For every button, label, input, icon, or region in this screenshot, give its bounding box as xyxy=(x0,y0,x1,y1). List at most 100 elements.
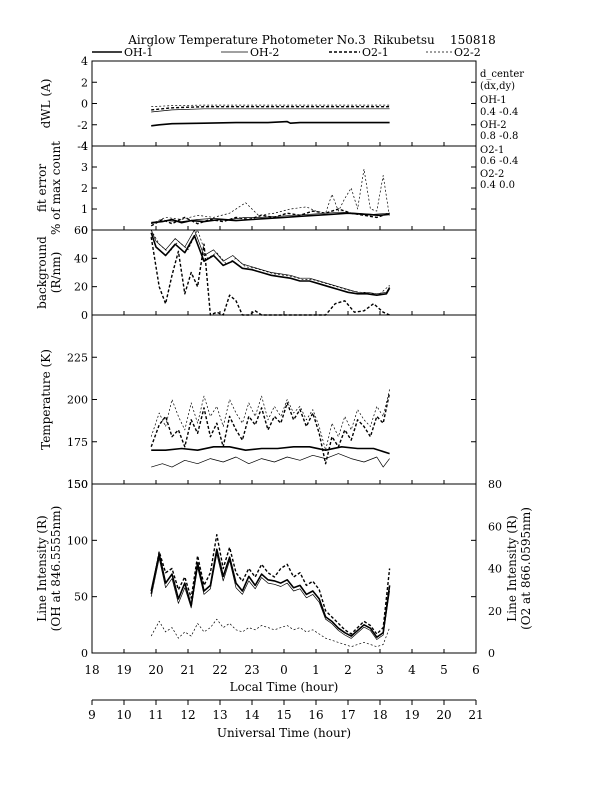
legend-label-o2-2: O2-2 xyxy=(454,46,481,59)
x-tick-label-ut: 9 xyxy=(88,708,96,722)
y-tick-label-temp: 150 xyxy=(67,478,88,491)
legend-label-o2-1: O2-1 xyxy=(362,46,389,59)
series-temp-oh-1 xyxy=(151,445,390,455)
universal-time-axis: 9 10 11 12 13 14 15 16 17 18 19 20 21 Universal Time … xyxy=(88,699,484,740)
panel-dwl: 4 2 0 -2 -4 dWL (A) xyxy=(39,55,477,153)
side-note-6: 0.8 -0.8 xyxy=(480,131,518,142)
y-axis-label-int: (OH at 846.5555nm) xyxy=(49,506,63,632)
series-bg-o2-1 xyxy=(150,236,390,316)
x-axis-label-local: Local Time (hour) xyxy=(230,680,339,694)
y-axis-label-right-int: Line Intensity (R) xyxy=(505,515,519,621)
y-axis-label-right-int: (O2 at 866.0595nm) xyxy=(519,507,533,630)
series-int-oh-2 xyxy=(150,553,390,640)
x-tick-label-local: 5 xyxy=(440,663,448,677)
series-temp-oh-2 xyxy=(151,453,390,468)
y-tick-label-dwl: -4 xyxy=(77,140,88,153)
legend: OH-1 OH-2 O2-1 O2-2 xyxy=(92,46,481,59)
y-tick-label-temp: 225 xyxy=(67,351,88,364)
x-tick-label-ut: 21 xyxy=(468,708,483,722)
y-tick-label-fit: 0 xyxy=(81,224,88,237)
y-tick-label-int: 150 xyxy=(67,478,88,491)
y-tick-label-dwl: 4 xyxy=(81,55,88,68)
panel-bg: 60 40 20 0 background (R/nm) xyxy=(35,224,477,322)
y-tick-label-right-int: 40 xyxy=(488,563,502,576)
y-tick-label-right-int: 0 xyxy=(488,647,495,660)
y-tick-label-fit: 1 xyxy=(81,203,88,216)
y-tick-label-bg: 40 xyxy=(74,252,88,265)
series-temp-o2-1 xyxy=(150,392,391,465)
y-tick-label-right-int: 60 xyxy=(488,520,502,533)
y-tick-label-right-int: 80 xyxy=(488,478,502,491)
y-tick-label-int: 50 xyxy=(74,591,88,604)
legend-label-oh-1: OH-1 xyxy=(124,46,153,59)
series-bg-oh-2 xyxy=(150,229,390,295)
x-tick-label-ut: 10 xyxy=(116,708,131,722)
series-dwl-oh-1 xyxy=(151,120,390,127)
y-tick-label-bg: 0 xyxy=(81,309,88,322)
y-tick-label-bg: 20 xyxy=(74,281,88,294)
y-tick-label-dwl: 0 xyxy=(81,98,88,111)
side-note-7: O2-1 xyxy=(480,145,504,156)
x-tick-label-ut: 14 xyxy=(244,708,260,722)
series-dwl-o2-1 xyxy=(151,105,390,111)
x-tick-label-ut: 20 xyxy=(436,708,451,722)
x-tick-label-ut: 18 xyxy=(372,708,387,722)
side-note-2: (dx,dy) xyxy=(480,81,515,92)
x-tick-label-local: 21 xyxy=(180,663,195,677)
panel-fit: 4 3 2 1 0 fit error% of max count xyxy=(35,140,477,237)
side-note-9: O2-2 xyxy=(480,169,504,180)
y-tick-label-fit: 3 xyxy=(81,161,88,174)
series-bg-o2-2 xyxy=(150,229,390,295)
side-note-10: 0.4 0.0 xyxy=(480,180,515,191)
chart-title: Airglow Temperature Photometer No.3 Riku… xyxy=(127,33,496,47)
side-note-4: 0.4 -0.4 xyxy=(480,107,518,118)
y-axis-label-bg: background xyxy=(35,236,49,309)
series-dwl-oh-2 xyxy=(151,108,390,113)
panel-frame-int xyxy=(91,483,477,654)
y-tick-label-right-int: 20 xyxy=(488,605,502,618)
x-tick-label-ut: 12 xyxy=(180,708,195,722)
side-note-1: d_center xyxy=(480,69,524,80)
side-note-3: OH-1 xyxy=(480,95,507,106)
y-tick-label-bg: 60 xyxy=(74,224,88,237)
series-int-o2-2 xyxy=(150,618,390,648)
y-tick-label-int: 0 xyxy=(81,647,88,660)
series-fit-o2-1 xyxy=(150,208,390,227)
x-tick-label-local: 2 xyxy=(344,663,352,677)
x-tick-label-ut: 16 xyxy=(308,708,323,722)
panel-frame-temp xyxy=(91,314,477,485)
side-note-8: 0.6 -0.4 xyxy=(480,156,518,167)
series-int-o2-1 xyxy=(150,534,391,635)
side-annotations: d_center(dx,dy) OH-10.4 -0.4 OH-20.8 -0.8 O… xyxy=(480,69,524,191)
x-tick-label-local: 3 xyxy=(376,663,384,677)
x-tick-label-local: 20 xyxy=(148,663,163,677)
series-bg-oh-1 xyxy=(150,232,391,297)
x-tick-label-ut: 15 xyxy=(276,708,291,722)
series-dwl-o2-2 xyxy=(151,104,390,108)
y-axis-label-fit: fit error xyxy=(35,164,49,212)
series-int-oh-1 xyxy=(150,548,391,639)
x-tick-label-local: 18 xyxy=(84,663,99,677)
y-tick-label-fit: 4 xyxy=(81,140,88,153)
x-tick-label-ut: 13 xyxy=(212,708,227,722)
series-temp-o2-2 xyxy=(150,389,390,451)
panel-temp: 225 200 175 150 Temperature (K) xyxy=(39,314,477,491)
y-tick-label-dwl: 2 xyxy=(81,76,88,89)
y-tick-label-temp: 175 xyxy=(67,436,88,449)
y-axis-label-dwl: dWL (A) xyxy=(39,79,53,129)
y-axis-label-int: Line Intensity (R) xyxy=(35,515,49,621)
y-tick-label-fit: 2 xyxy=(81,182,88,195)
series-fit-o2-2 xyxy=(151,168,390,225)
x-tick-label-local: 0 xyxy=(280,663,288,677)
legend-label-oh-2: OH-2 xyxy=(250,46,279,59)
panel-frame-dwl xyxy=(91,60,477,147)
x-tick-label-local: 6 xyxy=(472,663,480,677)
y-tick-label-temp: 200 xyxy=(67,394,88,407)
x-tick-label-local: 22 xyxy=(212,663,227,677)
side-note-5: OH-2 xyxy=(480,120,507,131)
x-axis-label-ut: Universal Time (hour) xyxy=(217,726,351,740)
y-axis-label-bg: (R/nm) xyxy=(49,252,63,294)
